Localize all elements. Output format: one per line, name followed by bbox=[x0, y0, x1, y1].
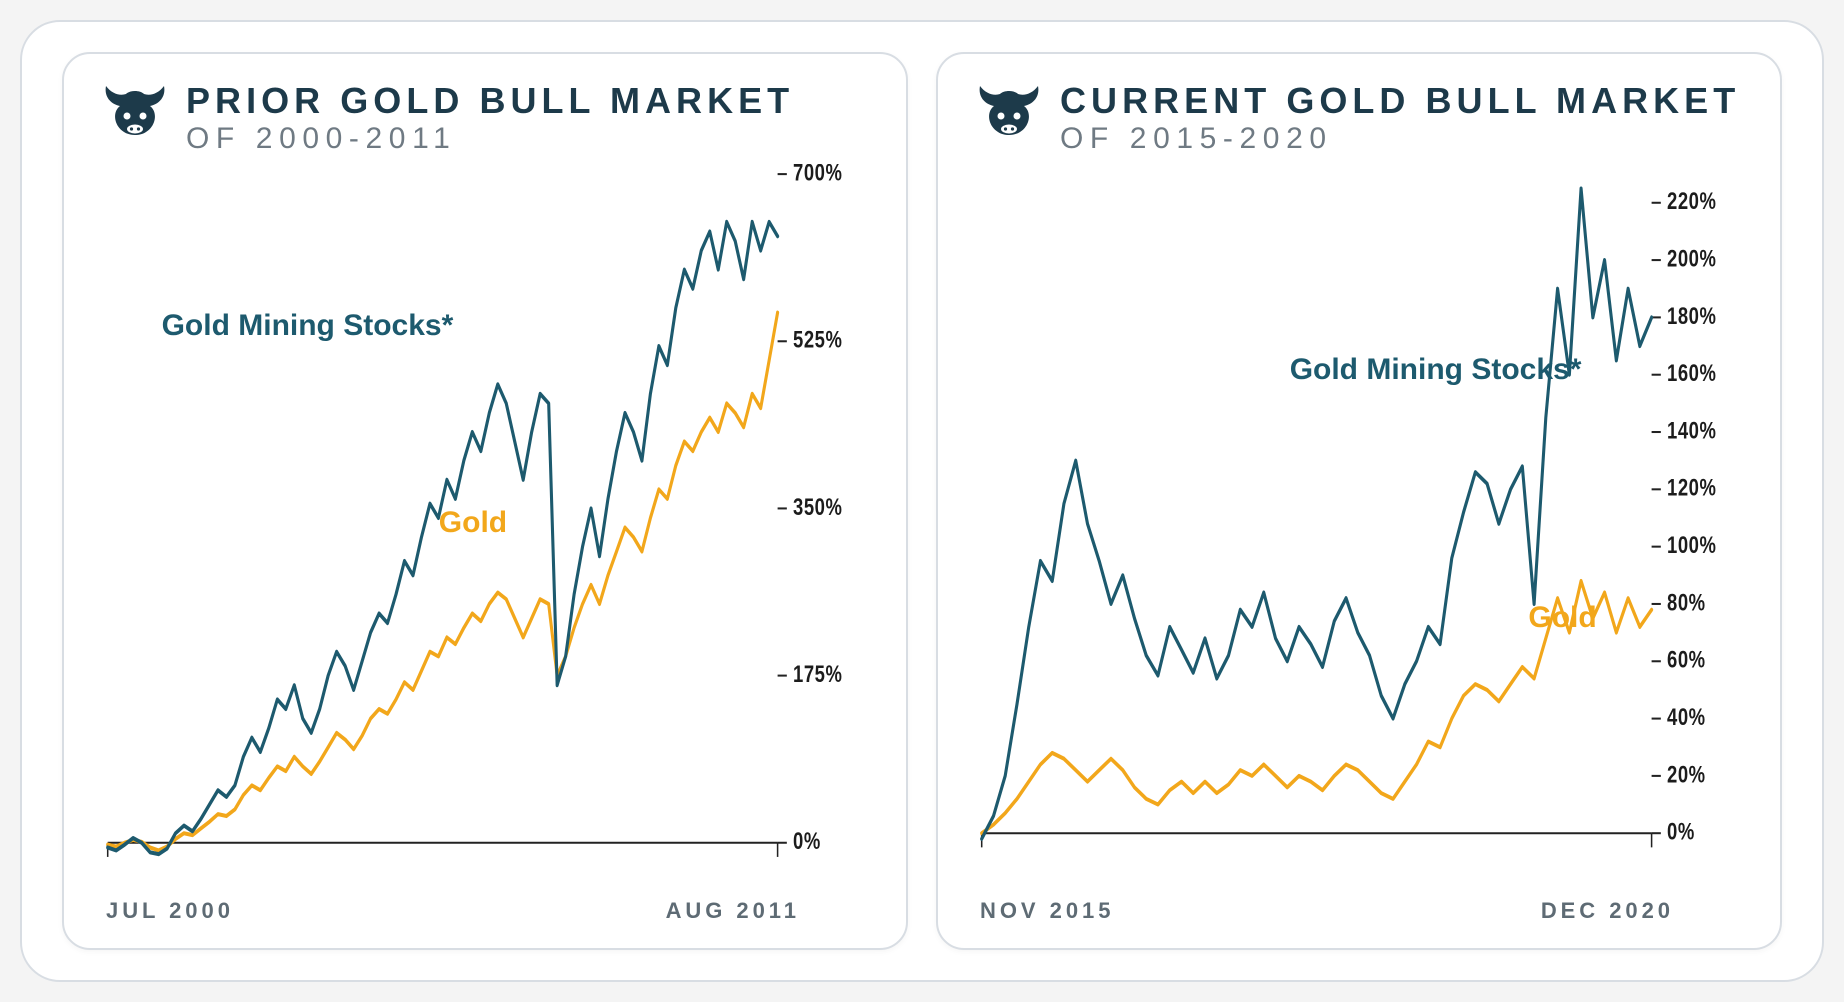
y-tick-label: 175% bbox=[793, 659, 842, 687]
y-tick-label: 220% bbox=[1667, 186, 1716, 214]
chart-area: 0% 175% 350% 525% 700% Gold Mining Stocks* Go… bbox=[100, 164, 870, 892]
panel-header: CURRENT GOLD BULL MARKET OF 2015-2020 bbox=[974, 82, 1744, 156]
y-tick-label: 140% bbox=[1667, 416, 1716, 444]
panel-current-bull-market: CURRENT GOLD BULL MARKET OF 2015-2020 0%… bbox=[936, 52, 1782, 950]
panel-titles: CURRENT GOLD BULL MARKET OF 2015-2020 bbox=[1060, 82, 1744, 156]
chart-area: 0% 20% 40% 60% 80% 100% 120% 140% 160% 180% 200% 22… bbox=[974, 164, 1744, 892]
y-tick-label: 80% bbox=[1667, 588, 1706, 616]
series-gold-mining-stocks bbox=[982, 188, 1652, 838]
y-tick-label: 350% bbox=[793, 492, 842, 520]
chart-pair-container: PRIOR GOLD BULL MARKET OF 2000-2011 0% 17… bbox=[20, 20, 1824, 982]
y-tick-label: 100% bbox=[1667, 530, 1716, 558]
series-label-gold-mining-stocks: Gold Mining Stocks* bbox=[1290, 353, 1582, 387]
x-start-label: NOV 2015 bbox=[980, 898, 1114, 924]
panel-subtitle: OF 2015-2020 bbox=[1060, 122, 1744, 156]
panel-prior-bull-market: PRIOR GOLD BULL MARKET OF 2000-2011 0% 17… bbox=[62, 52, 908, 950]
panel-header: PRIOR GOLD BULL MARKET OF 2000-2011 bbox=[100, 82, 870, 156]
y-tick-label: 0% bbox=[793, 826, 821, 854]
series-label-gold-mining-stocks: Gold Mining Stocks* bbox=[162, 309, 454, 343]
y-tick-label: 200% bbox=[1667, 244, 1716, 272]
y-tick-label: 0% bbox=[1667, 817, 1695, 845]
y-tick-label: 60% bbox=[1667, 645, 1706, 673]
x-axis-labels: JUL 2000 AUG 2011 bbox=[100, 898, 870, 924]
x-end-label: AUG 2011 bbox=[666, 898, 800, 924]
series-label-gold: Gold bbox=[1528, 601, 1596, 635]
bull-icon bbox=[974, 82, 1044, 147]
x-axis-labels: NOV 2015 DEC 2020 bbox=[974, 898, 1744, 924]
panel-title: CURRENT GOLD BULL MARKET bbox=[1060, 82, 1744, 120]
y-tick-label: 40% bbox=[1667, 702, 1706, 730]
x-start-label: JUL 2000 bbox=[106, 898, 234, 924]
bull-icon bbox=[100, 82, 170, 147]
panel-subtitle: OF 2000-2011 bbox=[186, 122, 870, 156]
y-tick-label: 160% bbox=[1667, 358, 1716, 386]
y-tick-label: 525% bbox=[793, 325, 842, 353]
chart-svg: 0% 20% 40% 60% 80% 100% 120% 140% 160% 180% 200% 22… bbox=[974, 164, 1744, 892]
series-gold bbox=[108, 312, 778, 850]
series-label-gold: Gold bbox=[439, 506, 507, 540]
y-tick-label: 20% bbox=[1667, 760, 1706, 788]
panel-title: PRIOR GOLD BULL MARKET bbox=[186, 82, 870, 120]
y-tick-label: 180% bbox=[1667, 301, 1716, 329]
y-tick-label: 120% bbox=[1667, 473, 1716, 501]
x-end-label: DEC 2020 bbox=[1541, 898, 1674, 924]
panel-titles: PRIOR GOLD BULL MARKET OF 2000-2011 bbox=[186, 82, 870, 156]
y-tick-label: 700% bbox=[793, 164, 842, 186]
